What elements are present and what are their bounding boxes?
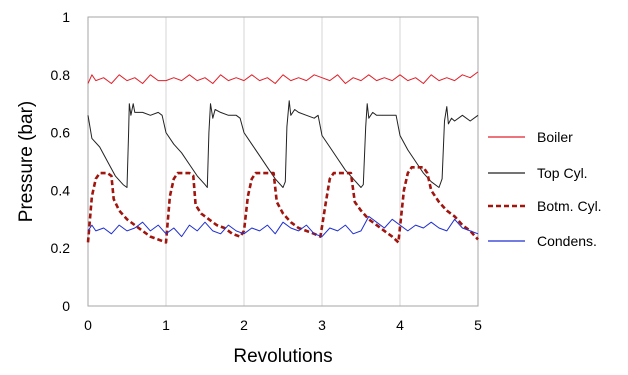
- x-axis-title: Revolutions: [233, 346, 332, 367]
- series-line-boiler: [87, 71, 479, 84]
- y-tick-label: 0.6: [51, 125, 71, 141]
- legend-label: Botm. Cyl.: [537, 198, 602, 214]
- legend-label: Boiler: [537, 129, 573, 145]
- x-axis-ticks: 0 1 2 3 4 5: [84, 317, 482, 333]
- x-tick-label: 2: [240, 317, 248, 333]
- legend-label: Top Cyl.: [537, 165, 588, 181]
- y-tick-label: 0: [62, 298, 70, 314]
- legend: Boiler Top Cyl. Botm. Cyl. Condens.: [488, 129, 602, 249]
- series-lines: [86, 71, 479, 244]
- x-tick-label: 3: [318, 317, 326, 333]
- series-line-botm-cyl: [86, 166, 479, 244]
- plot-area-border: [87, 16, 479, 307]
- x-tick-label: 1: [162, 317, 170, 333]
- y-axis-ticks: 0 0.2 0.4 0.6 0.8 1: [51, 9, 71, 314]
- x-tick-label: 0: [84, 317, 92, 333]
- series-line-condens: [87, 215, 479, 238]
- y-tick-label: 0.4: [51, 182, 71, 198]
- y-tick-label: 1: [62, 9, 70, 25]
- x-tick-label: 5: [474, 317, 482, 333]
- y-tick-label: 0.8: [51, 67, 71, 83]
- y-tick-label: 0.2: [51, 240, 71, 256]
- y-axis-title: Pressure (bar): [16, 101, 37, 222]
- series-line-top-cyl: [87, 100, 479, 188]
- legend-label: Condens.: [537, 233, 597, 249]
- x-tick-label: 4: [396, 317, 404, 333]
